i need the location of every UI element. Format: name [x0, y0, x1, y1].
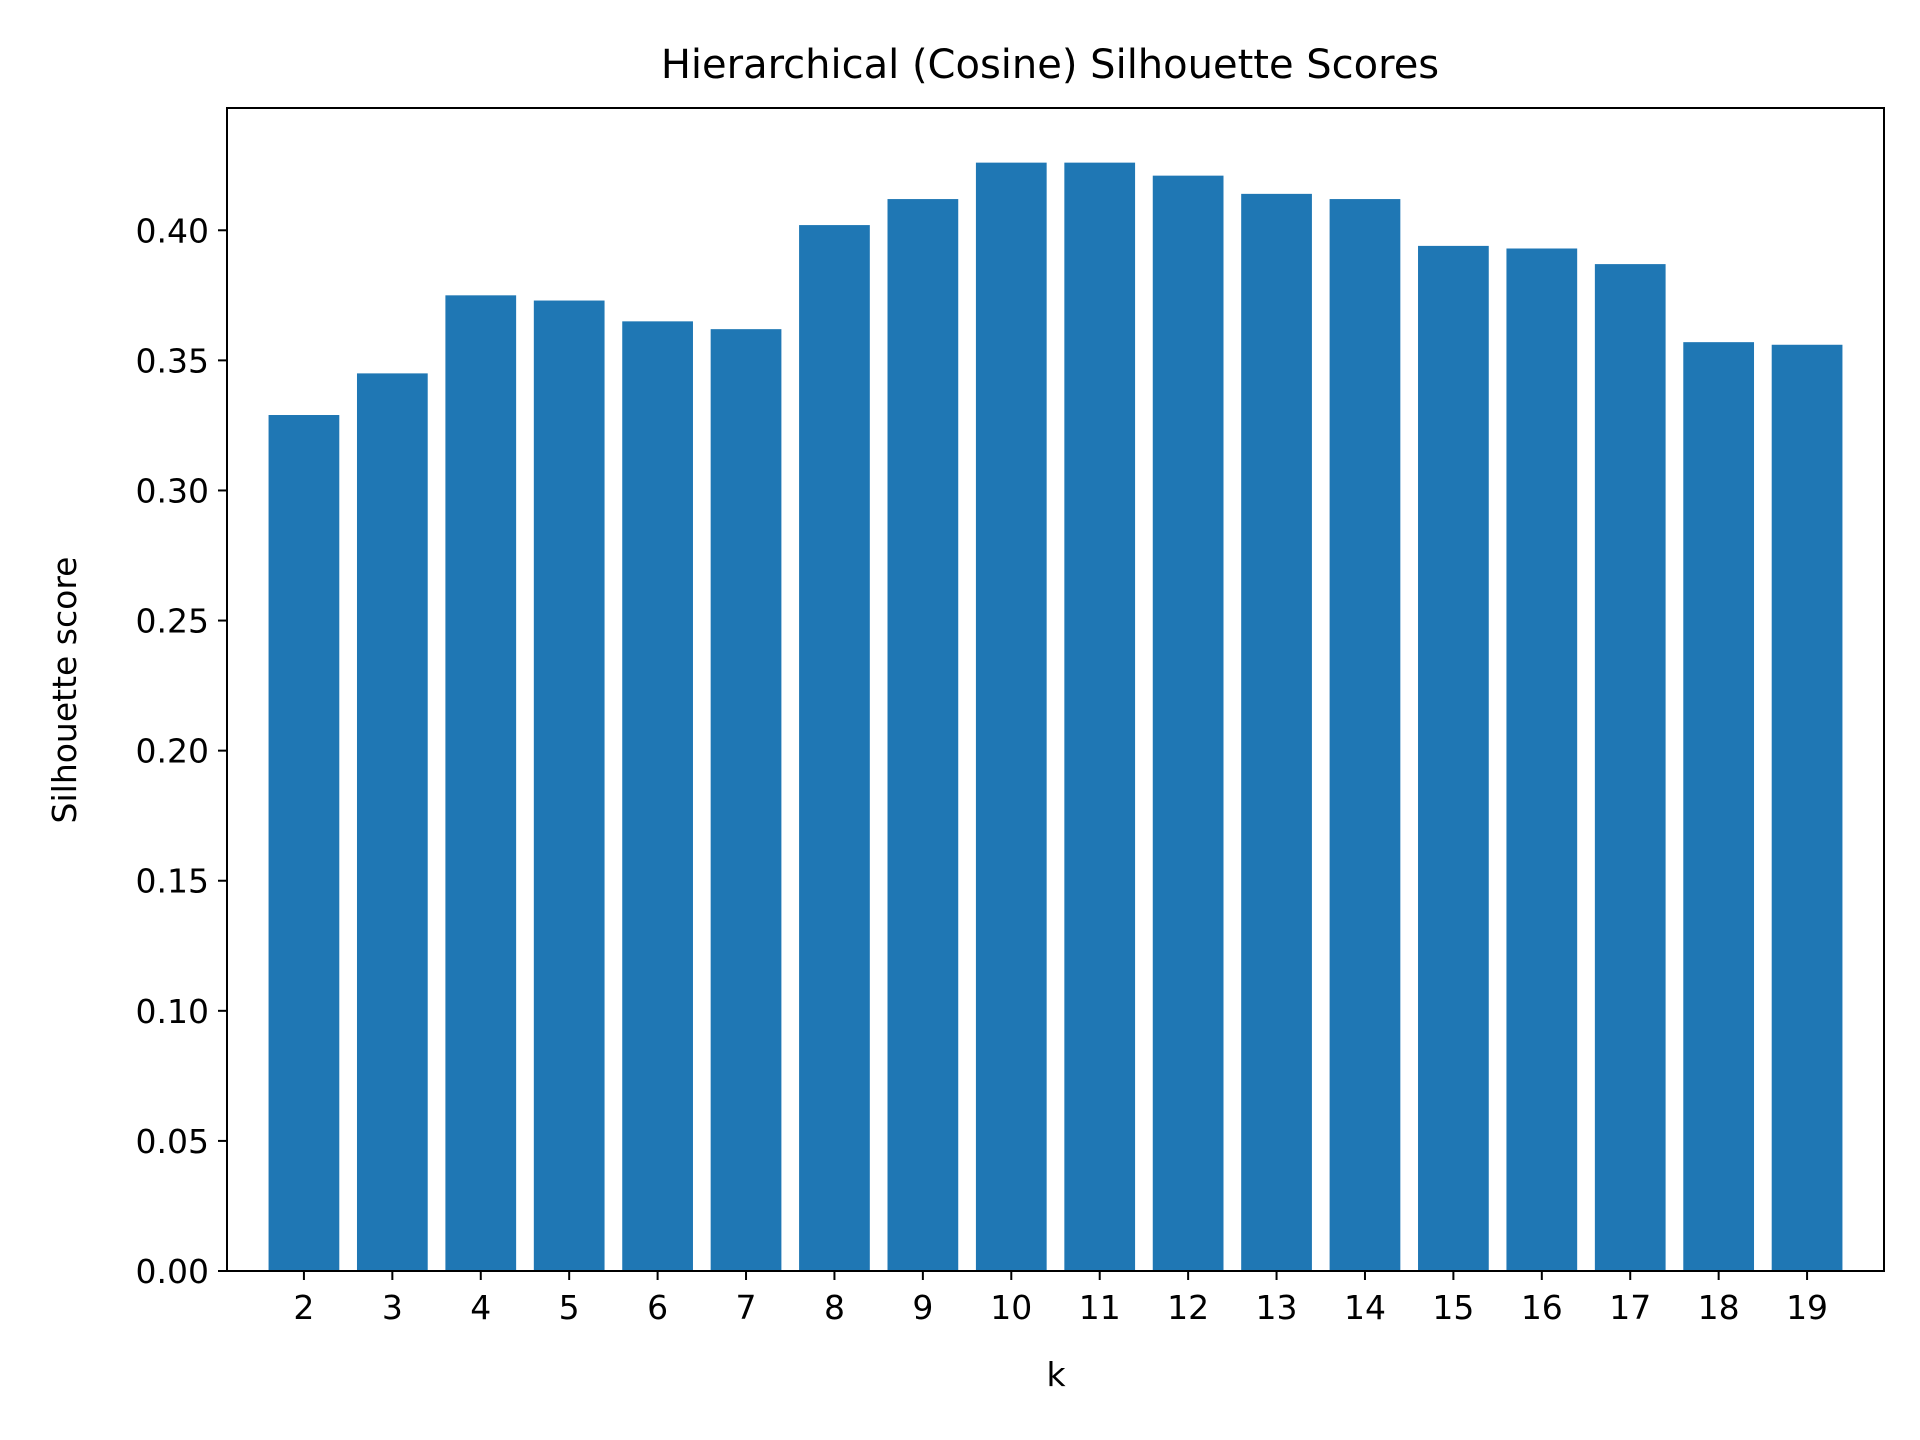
- bar-k-9: [887, 199, 959, 1272]
- bar-k-19: [1771, 344, 1843, 1271]
- x-tick-label: 19: [1786, 1288, 1828, 1327]
- bar-k-12: [1152, 175, 1224, 1272]
- bar-k-2: [268, 415, 340, 1271]
- x-tick-label: 5: [559, 1288, 580, 1327]
- x-tick-label: 17: [1609, 1288, 1651, 1327]
- bar-k-15: [1418, 245, 1489, 1271]
- x-axis-label: k: [1046, 1355, 1066, 1394]
- bar-k-11: [1064, 162, 1136, 1272]
- y-tick-label: 0.05: [136, 1122, 209, 1161]
- bars-group: [268, 162, 1843, 1272]
- x-axis: 2 3 4 5 6 7 8 9 10 11 12 13 14 15 16 17 18 19: [293, 1271, 1828, 1327]
- x-tick-label: 10: [990, 1288, 1032, 1327]
- bar-k-14: [1329, 199, 1401, 1272]
- x-tick-label: 13: [1256, 1288, 1298, 1327]
- x-tick-label: 16: [1521, 1288, 1563, 1327]
- x-tick-label: 3: [382, 1288, 403, 1327]
- x-tick-label: 9: [912, 1288, 933, 1327]
- bar-k-18: [1683, 342, 1755, 1271]
- x-tick-label: 15: [1432, 1288, 1474, 1327]
- y-tick-label: 0.30: [136, 471, 209, 510]
- chart-title: Hierarchical (Cosine) Silhouette Scores: [661, 42, 1439, 88]
- y-tick-label: 0.35: [136, 341, 209, 380]
- bar-k-17: [1594, 264, 1666, 1271]
- x-tick-label: 14: [1344, 1288, 1386, 1327]
- y-tick-label: 0.20: [136, 732, 209, 771]
- bar-k-7: [710, 329, 782, 1272]
- bar-k-13: [1241, 193, 1312, 1272]
- x-tick-label: 6: [647, 1288, 668, 1327]
- bar-k-16: [1506, 248, 1578, 1271]
- y-axis-label: Silhouette score: [45, 557, 84, 824]
- y-tick-label: 0.10: [136, 992, 209, 1031]
- y-tick-label: 0.15: [136, 862, 209, 901]
- x-tick-label: 18: [1698, 1288, 1740, 1327]
- bar-k-6: [622, 321, 693, 1271]
- x-tick-label: 11: [1079, 1288, 1121, 1327]
- x-tick-label: 8: [824, 1288, 845, 1327]
- x-tick-label: 7: [736, 1288, 757, 1327]
- bar-k-5: [533, 300, 605, 1271]
- y-tick-label: 0.40: [136, 211, 209, 250]
- y-tick-label: 0.25: [136, 602, 209, 641]
- x-tick-label: 4: [470, 1288, 491, 1327]
- y-tick-label: 0.00: [136, 1252, 209, 1291]
- bar-k-10: [975, 162, 1047, 1272]
- y-axis: 0.00 0.05 0.10 0.15 0.20 0.25 0.30 0.35 0.40: [136, 211, 227, 1291]
- x-tick-label: 2: [293, 1288, 314, 1327]
- bar-k-8: [799, 225, 870, 1271]
- plot-frame: [226, 107, 1885, 1272]
- bar-k-3: [356, 373, 428, 1271]
- bar-k-4: [445, 295, 517, 1271]
- x-tick-label: 12: [1167, 1288, 1209, 1327]
